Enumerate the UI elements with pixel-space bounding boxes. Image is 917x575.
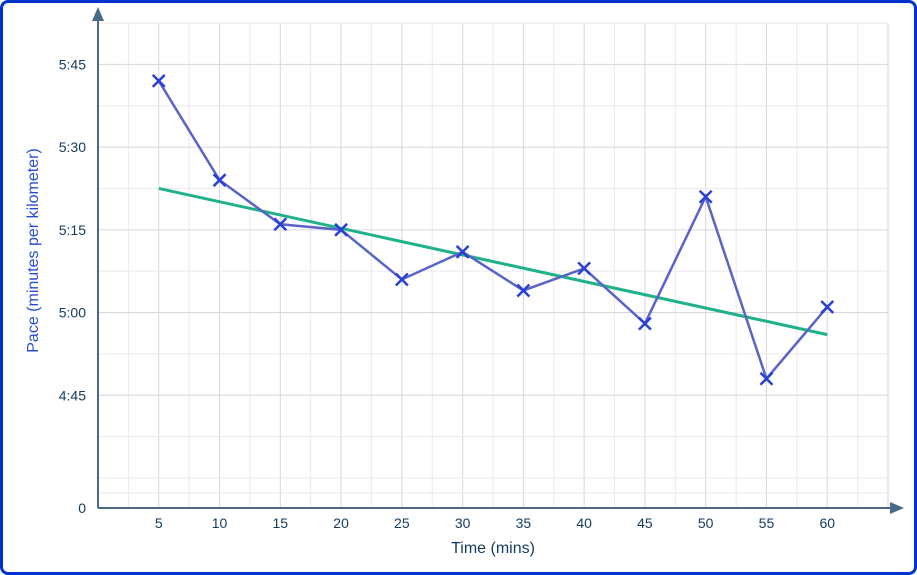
grid — [98, 23, 888, 508]
y-tick-label: 4:45 — [59, 387, 86, 403]
y-tick-label: 5:00 — [59, 305, 86, 321]
y-axis-title: Pace (minutes per kilometer) — [25, 148, 42, 353]
chart-frame: 5 10 15 20 25 30 35 40 45 50 55 60 0 4:45 5:00 5:15 5:30… — [0, 0, 917, 575]
x-tick-label: 45 — [637, 515, 653, 531]
x-tick-label: 35 — [516, 515, 532, 531]
y-tick-labels: 0 4:45 5:00 5:15 5:30 5:45 — [59, 56, 86, 516]
y-tick-label: 5:30 — [59, 139, 86, 155]
x-tick-label: 60 — [819, 515, 835, 531]
x-tick-label: 5 — [155, 515, 163, 531]
x-tick-label: 25 — [394, 515, 410, 531]
y-tick-label: 5:15 — [59, 222, 86, 238]
x-tick-labels: 5 10 15 20 25 30 35 40 45 50 55 60 — [155, 515, 835, 531]
x-axis-title: Time (mins) — [451, 540, 535, 557]
x-tick-label: 55 — [759, 515, 775, 531]
x-tick-label: 50 — [698, 515, 714, 531]
x-tick-label: 10 — [212, 515, 228, 531]
x-tick-label: 30 — [455, 515, 471, 531]
axes — [92, 7, 904, 514]
y-tick-label: 0 — [78, 500, 86, 516]
y-tick-label: 5:45 — [59, 56, 86, 72]
x-tick-label: 15 — [273, 515, 289, 531]
pace-line-chart: 5 10 15 20 25 30 35 40 45 50 55 60 0 4:45 5:00 5:15 5:30… — [3, 3, 914, 572]
x-tick-label: 20 — [333, 515, 349, 531]
x-tick-label: 40 — [576, 515, 592, 531]
